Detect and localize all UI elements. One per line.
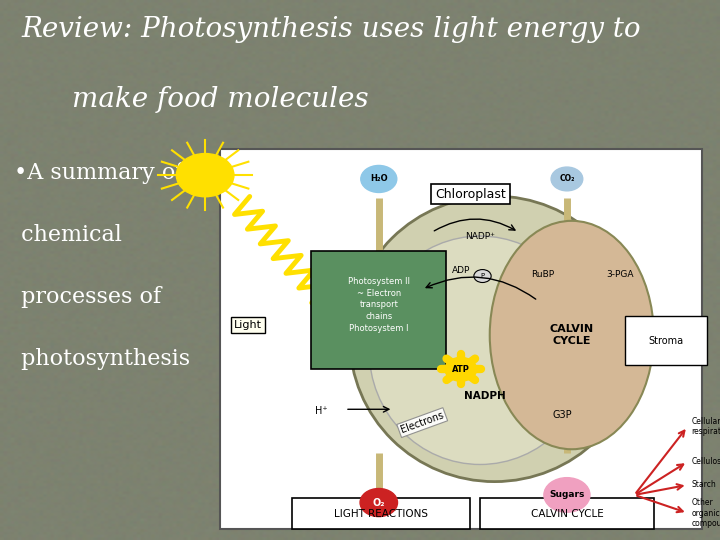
Text: CO₂: CO₂	[559, 174, 575, 184]
FancyBboxPatch shape	[311, 251, 446, 369]
Text: LIGHT REACTIONS: LIGHT REACTIONS	[334, 509, 428, 518]
Circle shape	[361, 165, 397, 192]
Text: •A summary of the: •A summary of the	[14, 162, 228, 184]
Text: Photosystem II
~ Electron
transport
chains
Photosystem I: Photosystem II ~ Electron transport chai…	[348, 277, 410, 333]
Text: O₂: O₂	[372, 497, 385, 508]
Circle shape	[176, 153, 234, 197]
Text: G3P: G3P	[552, 410, 572, 420]
Text: P: P	[480, 273, 485, 279]
Text: ADP: ADP	[451, 266, 470, 275]
Circle shape	[445, 357, 477, 381]
Text: NADPH: NADPH	[464, 391, 505, 401]
Ellipse shape	[490, 221, 654, 449]
Text: Electrons: Electrons	[400, 410, 445, 435]
Text: CALVIN CYCLE: CALVIN CYCLE	[531, 509, 603, 518]
Text: chemical: chemical	[14, 224, 122, 246]
Circle shape	[544, 478, 590, 512]
FancyBboxPatch shape	[625, 316, 707, 366]
Ellipse shape	[350, 196, 639, 482]
Text: H⁺: H⁺	[315, 406, 327, 416]
Text: make food molecules: make food molecules	[72, 86, 369, 113]
Text: Light: Light	[234, 320, 262, 330]
FancyBboxPatch shape	[220, 148, 702, 529]
Text: Other
organic
compounds: Other organic compounds	[691, 498, 720, 528]
Text: Cellular
respiration: Cellular respiration	[691, 417, 720, 436]
Text: CALVIN
CYCLE: CALVIN CYCLE	[549, 324, 594, 346]
Text: 3-PGA: 3-PGA	[606, 269, 634, 279]
Text: Starch: Starch	[691, 481, 716, 489]
FancyBboxPatch shape	[480, 498, 654, 529]
Text: ATP: ATP	[452, 365, 469, 374]
Text: Sugars: Sugars	[549, 490, 585, 500]
Text: processes of: processes of	[14, 286, 161, 308]
Text: photosynthesis: photosynthesis	[14, 348, 191, 370]
Circle shape	[360, 489, 397, 517]
Text: Cellulose: Cellulose	[691, 457, 720, 466]
Circle shape	[551, 167, 582, 191]
FancyBboxPatch shape	[292, 498, 470, 529]
Text: Review: Photosynthesis uses light energy to: Review: Photosynthesis uses light energy…	[22, 16, 642, 43]
Text: RuBP: RuBP	[531, 269, 554, 279]
Text: Stroma: Stroma	[648, 336, 683, 346]
Text: H₂O: H₂O	[370, 174, 387, 184]
Ellipse shape	[369, 236, 591, 464]
Circle shape	[474, 269, 491, 282]
Text: Chloroplast: Chloroplast	[435, 188, 506, 201]
Text: NADP⁺: NADP⁺	[465, 232, 495, 240]
